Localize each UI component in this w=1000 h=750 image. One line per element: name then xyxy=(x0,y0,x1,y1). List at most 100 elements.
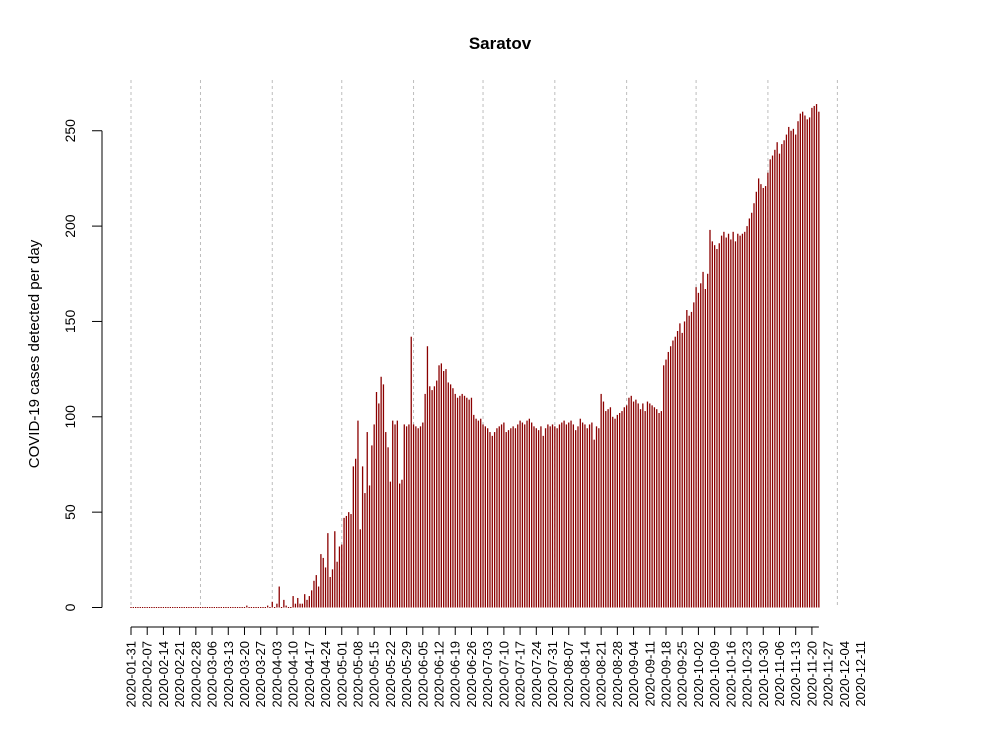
bar xyxy=(130,607,132,608)
bar xyxy=(426,346,429,608)
bar xyxy=(727,233,730,608)
bar xyxy=(625,405,628,608)
bar xyxy=(454,393,456,608)
bar xyxy=(744,231,746,608)
bar xyxy=(649,403,651,608)
bar xyxy=(447,382,449,608)
bar xyxy=(169,607,172,608)
bar xyxy=(176,607,178,608)
bar xyxy=(776,142,778,608)
bar xyxy=(345,515,348,608)
x-tick-label: 2020-04-10 xyxy=(286,641,301,708)
bar xyxy=(206,607,209,608)
chart-title: Saratov xyxy=(469,34,532,53)
bar xyxy=(639,409,642,608)
bar xyxy=(167,607,169,608)
bar xyxy=(521,422,524,608)
bar xyxy=(385,432,387,608)
bar xyxy=(399,483,401,608)
bar xyxy=(134,607,137,608)
x-tick-label: 2020-06-26 xyxy=(464,641,479,708)
bar xyxy=(707,273,709,608)
bar xyxy=(570,420,572,608)
bar xyxy=(266,605,269,608)
bar xyxy=(378,403,380,608)
bar xyxy=(586,428,588,608)
bar xyxy=(216,607,218,608)
bar xyxy=(778,153,781,608)
bar xyxy=(771,155,774,608)
bar xyxy=(602,401,605,608)
bar xyxy=(405,426,408,608)
bar xyxy=(792,128,795,608)
bar xyxy=(477,420,480,608)
x-tick-label: 2020-07-24 xyxy=(529,641,544,708)
bar xyxy=(544,428,547,608)
bar xyxy=(681,332,683,608)
x-tick-label: 2020-07-17 xyxy=(513,641,528,708)
x-tick-label: 2020-05-29 xyxy=(399,641,414,708)
bar xyxy=(146,607,148,608)
bar xyxy=(725,237,727,608)
bar xyxy=(709,229,711,608)
bar xyxy=(436,380,438,608)
x-tick-label: 2020-11-06 xyxy=(772,641,787,707)
bar xyxy=(672,340,674,608)
x-tick-label: 2020-08-14 xyxy=(577,641,592,708)
bar xyxy=(380,376,382,608)
bar xyxy=(375,392,378,608)
bar xyxy=(600,393,602,608)
bar xyxy=(700,283,702,608)
bar xyxy=(343,517,345,608)
bar xyxy=(813,105,815,608)
x-tick-label: 2020-02-07 xyxy=(140,641,155,708)
bar xyxy=(713,245,716,608)
bar xyxy=(609,407,612,608)
bar xyxy=(218,607,220,608)
bar xyxy=(676,330,679,608)
bar xyxy=(537,430,540,608)
bar xyxy=(660,411,663,608)
bar xyxy=(473,414,475,608)
x-tick-label: 2020-06-12 xyxy=(432,641,447,708)
bar xyxy=(348,512,350,608)
x-tick-label: 2020-07-10 xyxy=(496,641,511,708)
bar xyxy=(287,607,290,608)
bar xyxy=(584,424,586,608)
bar xyxy=(211,607,213,608)
x-tick-label: 2020-02-21 xyxy=(172,641,187,708)
bar xyxy=(519,420,521,608)
bar xyxy=(595,426,598,608)
bar xyxy=(762,187,764,608)
y-tick-label: 0 xyxy=(62,603,78,611)
x-tick-label: 2020-10-16 xyxy=(723,641,738,708)
x-tick-label: 2020-08-21 xyxy=(594,641,609,708)
bar xyxy=(188,607,190,608)
bar xyxy=(579,418,581,608)
bar xyxy=(438,365,440,608)
bar xyxy=(637,403,639,608)
bar xyxy=(769,159,771,608)
bar xyxy=(697,292,700,608)
x-tick-label: 2020-05-22 xyxy=(383,641,398,708)
bar xyxy=(667,351,669,608)
bar xyxy=(690,311,693,608)
x-tick-label: 2020-10-02 xyxy=(691,641,706,708)
bar xyxy=(591,422,593,608)
bar xyxy=(663,365,665,608)
bar xyxy=(801,111,804,608)
bar xyxy=(468,399,470,608)
x-tick-label: 2020-03-06 xyxy=(205,641,220,708)
bar xyxy=(257,607,260,608)
bar xyxy=(456,397,459,608)
bar xyxy=(239,607,241,608)
bar xyxy=(510,428,512,608)
bar xyxy=(616,414,619,608)
y-tick-label: 50 xyxy=(62,504,78,520)
bar xyxy=(192,607,195,608)
bar xyxy=(815,104,818,608)
bar xyxy=(310,590,313,608)
bar xyxy=(248,607,250,608)
bar xyxy=(767,172,769,608)
bar xyxy=(799,113,801,608)
